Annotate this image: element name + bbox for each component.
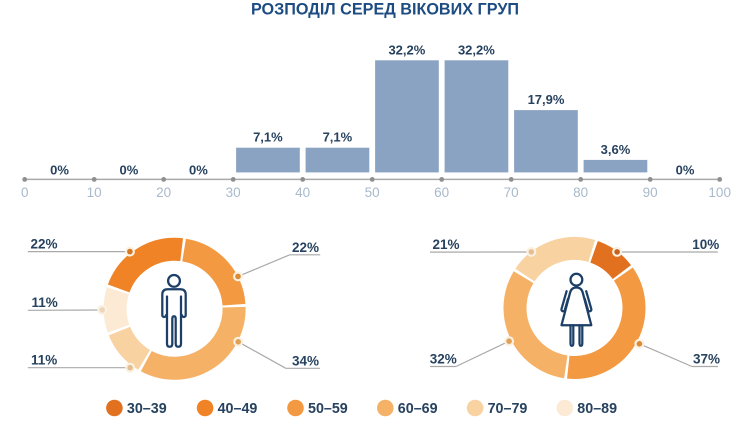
svg-text:32,2%: 32,2% xyxy=(458,42,495,57)
svg-text:32%: 32% xyxy=(430,352,457,367)
svg-text:3,6%: 3,6% xyxy=(601,142,631,157)
svg-text:60: 60 xyxy=(434,185,449,200)
svg-text:40–49: 40–49 xyxy=(218,401,258,417)
svg-text:10: 10 xyxy=(87,185,102,200)
svg-text:34%: 34% xyxy=(292,353,319,368)
svg-text:30: 30 xyxy=(226,185,241,200)
svg-text:70–79: 70–79 xyxy=(488,401,528,417)
svg-text:0%: 0% xyxy=(50,163,69,178)
svg-text:60–69: 60–69 xyxy=(398,401,438,417)
svg-text:11%: 11% xyxy=(31,353,57,368)
svg-text:50–59: 50–59 xyxy=(308,401,348,417)
svg-text:40: 40 xyxy=(295,185,310,200)
svg-text:20: 20 xyxy=(156,185,171,200)
svg-text:21%: 21% xyxy=(433,237,460,252)
svg-text:0: 0 xyxy=(21,185,29,200)
svg-text:11%: 11% xyxy=(32,295,58,310)
svg-text:90: 90 xyxy=(643,185,658,200)
svg-text:22%: 22% xyxy=(31,237,58,252)
svg-text:22%: 22% xyxy=(292,240,319,255)
svg-text:50: 50 xyxy=(365,185,380,200)
svg-text:РОЗПОДІЛ СЕРЕД ВІКОВИХ ГРУП: РОЗПОДІЛ СЕРЕД ВІКОВИХ ГРУП xyxy=(251,0,519,18)
svg-text:100: 100 xyxy=(708,185,731,200)
svg-text:80: 80 xyxy=(573,185,588,200)
svg-text:0%: 0% xyxy=(189,163,208,178)
svg-text:10%: 10% xyxy=(692,237,719,252)
svg-text:0%: 0% xyxy=(120,163,139,178)
svg-text:0%: 0% xyxy=(676,163,695,178)
svg-text:30–39: 30–39 xyxy=(127,401,167,417)
svg-text:70: 70 xyxy=(504,185,519,200)
svg-text:7,1%: 7,1% xyxy=(253,130,283,145)
svg-text:37%: 37% xyxy=(693,352,720,367)
svg-text:80–89: 80–89 xyxy=(577,401,617,417)
svg-text:32,2%: 32,2% xyxy=(388,42,425,57)
svg-text:17,9%: 17,9% xyxy=(528,92,565,107)
svg-text:7,1%: 7,1% xyxy=(323,130,353,145)
